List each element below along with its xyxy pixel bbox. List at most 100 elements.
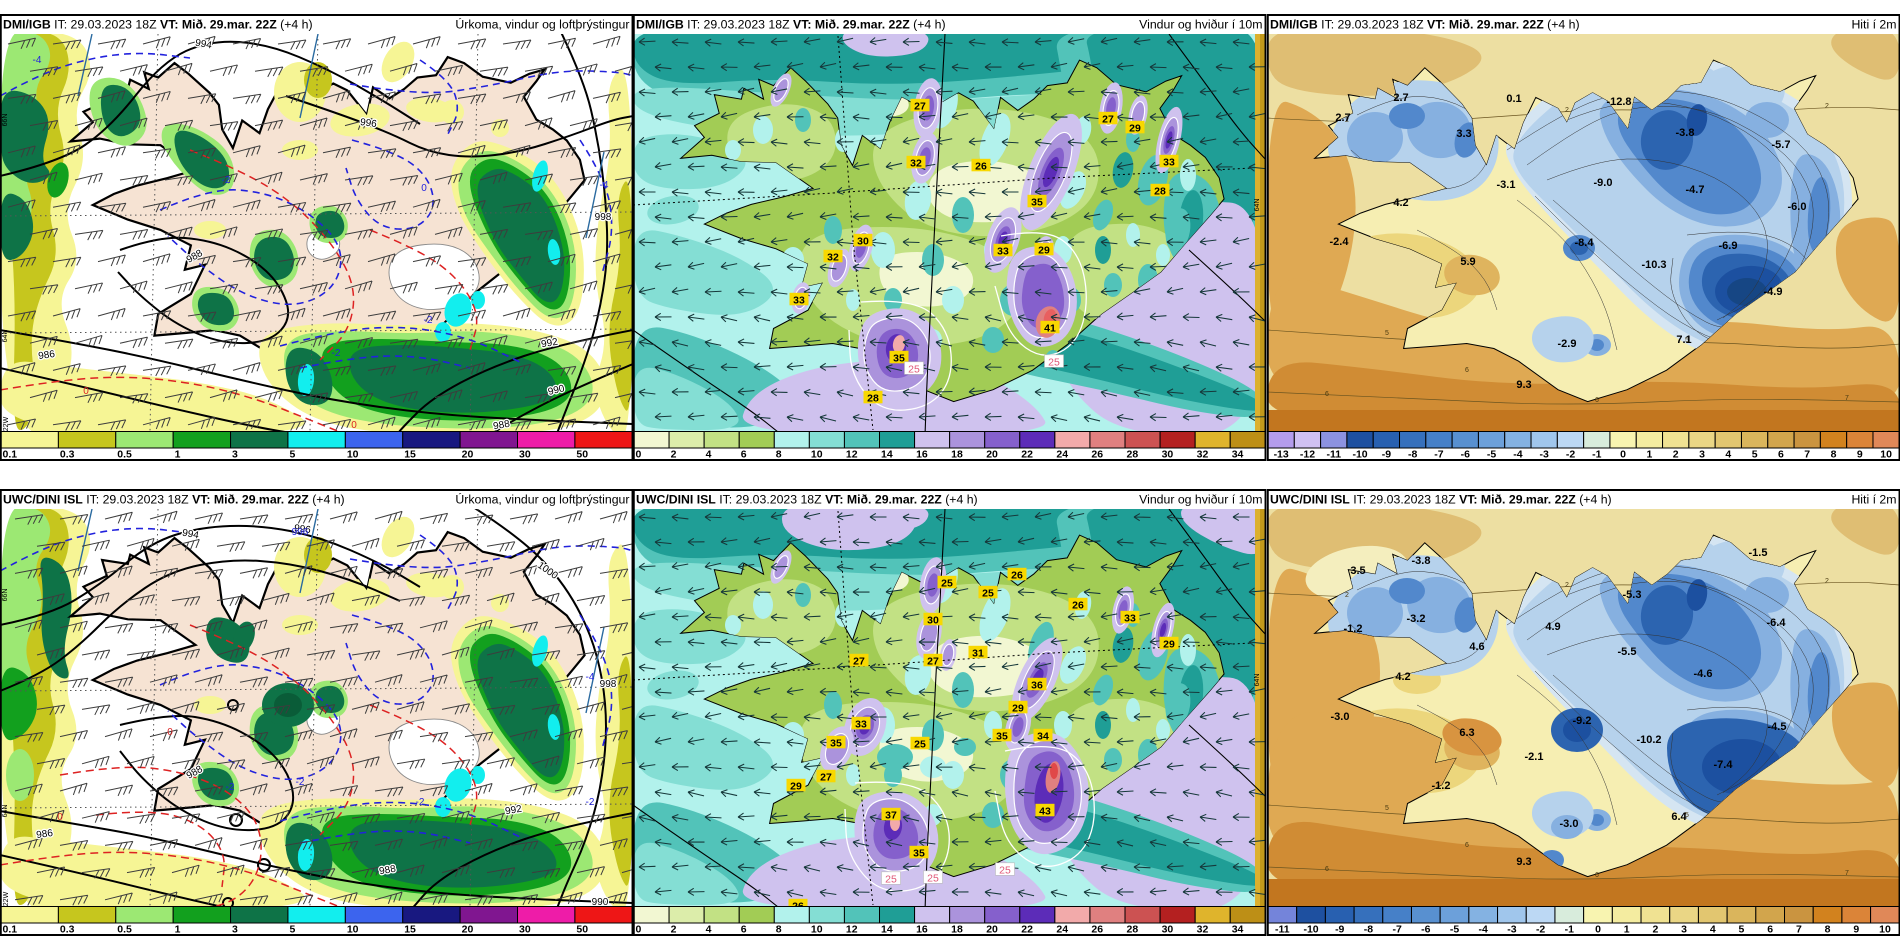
- svg-text:64N: 64N: [2, 805, 9, 818]
- svg-text:14: 14: [881, 924, 893, 935]
- svg-text:-2: -2: [296, 777, 305, 788]
- svg-text:-3.8: -3.8: [1675, 127, 1694, 139]
- svg-text:-7: -7: [1392, 924, 1401, 935]
- svg-text:-4: -4: [586, 672, 595, 683]
- svg-text:994: 994: [181, 528, 200, 542]
- svg-text:8: 8: [1830, 449, 1836, 460]
- svg-text:2: 2: [671, 924, 677, 935]
- svg-text:18: 18: [951, 449, 963, 460]
- svg-text:-4.6: -4.6: [1693, 668, 1712, 680]
- svg-text:3.3: 3.3: [1456, 128, 1471, 140]
- svg-text:6: 6: [741, 924, 747, 935]
- svg-text:25: 25: [885, 874, 897, 885]
- svg-text:18: 18: [951, 924, 963, 935]
- svg-text:-4: -4: [600, 180, 609, 191]
- svg-text:0.1: 0.1: [2, 449, 17, 460]
- svg-text:6: 6: [1767, 924, 1773, 935]
- svg-text:28: 28: [1154, 186, 1166, 197]
- svg-text:35: 35: [830, 738, 842, 749]
- svg-text:-11: -11: [1326, 449, 1341, 460]
- svg-text:25: 25: [908, 364, 920, 375]
- svg-text:992: 992: [540, 337, 559, 351]
- svg-text:37: 37: [885, 810, 897, 821]
- svg-text:UWC/DINI ISL IT: 29.03.2023 18: UWC/DINI ISL IT: 29.03.2023 18Z VT: Mið.…: [3, 493, 345, 507]
- svg-text:4: 4: [706, 924, 712, 935]
- svg-text:-5.7: -5.7: [1771, 139, 1790, 151]
- svg-text:988: 988: [492, 419, 511, 433]
- svg-text:-3.8: -3.8: [1411, 555, 1430, 567]
- svg-text:-1.2: -1.2: [1343, 623, 1362, 635]
- svg-text:0: 0: [57, 812, 63, 823]
- svg-text:6.4: 6.4: [1671, 811, 1687, 823]
- svg-text:994: 994: [194, 38, 213, 52]
- svg-text:-6.9: -6.9: [1718, 240, 1737, 252]
- svg-text:4.2: 4.2: [1393, 197, 1408, 209]
- svg-text:992: 992: [504, 804, 523, 818]
- svg-text:6: 6: [1595, 397, 1599, 404]
- svg-text:28: 28: [1127, 449, 1139, 460]
- svg-text:33: 33: [997, 246, 1009, 257]
- svg-text:-2: -2: [222, 175, 231, 186]
- svg-text:-4: -4: [1513, 449, 1522, 460]
- svg-text:1: 1: [175, 449, 181, 460]
- svg-text:50: 50: [576, 924, 588, 935]
- svg-text:990: 990: [592, 897, 609, 908]
- svg-text:4.6: 4.6: [1469, 641, 1484, 653]
- svg-text:5: 5: [1685, 337, 1689, 344]
- svg-text:10: 10: [1880, 449, 1892, 460]
- svg-text:30: 30: [1162, 449, 1174, 460]
- svg-text:43: 43: [1039, 806, 1051, 817]
- svg-text:-2: -2: [416, 797, 425, 808]
- svg-text:8: 8: [1824, 924, 1830, 935]
- svg-text:32: 32: [910, 158, 922, 169]
- svg-text:2: 2: [1825, 103, 1829, 110]
- svg-text:8: 8: [776, 449, 782, 460]
- svg-text:5: 5: [1685, 812, 1689, 819]
- svg-text:5: 5: [1385, 330, 1389, 337]
- svg-text:-4: -4: [1478, 924, 1487, 935]
- svg-text:26: 26: [1092, 449, 1104, 460]
- svg-text:-4.5: -4.5: [1767, 721, 1786, 733]
- svg-text:35: 35: [913, 848, 925, 859]
- svg-text:996: 996: [293, 523, 311, 536]
- svg-text:-2.4: -2.4: [1329, 236, 1349, 248]
- svg-text:34: 34: [1037, 731, 1049, 742]
- svg-text:-7.4: -7.4: [1713, 759, 1733, 771]
- svg-text:2: 2: [1345, 592, 1349, 599]
- svg-text:2.7: 2.7: [1393, 92, 1408, 104]
- svg-text:28: 28: [1127, 924, 1139, 935]
- svg-text:41: 41: [1044, 323, 1056, 334]
- svg-text:-12.8: -12.8: [1606, 96, 1631, 108]
- svg-text:27: 27: [1102, 114, 1114, 125]
- svg-text:-10: -10: [1352, 449, 1367, 460]
- svg-text:-6: -6: [1421, 924, 1430, 935]
- svg-text:30: 30: [519, 924, 531, 935]
- svg-text:-2: -2: [424, 315, 433, 326]
- svg-text:0.1: 0.1: [2, 924, 17, 935]
- svg-text:DMI/IGB IT: 29.03.2023 18Z VT:: DMI/IGB IT: 29.03.2023 18Z VT: Mið. 29.m…: [636, 18, 946, 32]
- svg-text:32: 32: [1197, 924, 1209, 935]
- svg-text:Hiti í 2m: Hiti í 2m: [1851, 18, 1896, 32]
- svg-text:-6.4: -6.4: [1766, 617, 1786, 629]
- svg-text:3: 3: [232, 924, 238, 935]
- svg-text:6: 6: [1465, 842, 1469, 849]
- svg-text:0: 0: [83, 386, 89, 397]
- svg-text:1: 1: [1623, 924, 1629, 935]
- svg-text:9: 9: [1853, 924, 1859, 935]
- svg-text:27: 27: [853, 656, 865, 667]
- svg-text:27: 27: [914, 101, 926, 112]
- svg-text:0: 0: [167, 727, 173, 738]
- svg-text:7: 7: [1845, 395, 1849, 402]
- svg-text:10: 10: [811, 449, 823, 460]
- svg-text:-8.4: -8.4: [1574, 237, 1594, 249]
- svg-text:28: 28: [867, 393, 879, 404]
- svg-text:0.5: 0.5: [117, 449, 132, 460]
- svg-text:30: 30: [857, 236, 869, 247]
- svg-text:1: 1: [175, 924, 181, 935]
- svg-text:Úrkoma, vindur og loftþrýsting: Úrkoma, vindur og loftþrýstingur: [455, 492, 629, 507]
- svg-text:33: 33: [1124, 613, 1136, 624]
- svg-text:25: 25: [914, 739, 926, 750]
- svg-text:6: 6: [741, 449, 747, 460]
- svg-text:35: 35: [893, 353, 905, 364]
- svg-text:-9.2: -9.2: [1572, 715, 1591, 727]
